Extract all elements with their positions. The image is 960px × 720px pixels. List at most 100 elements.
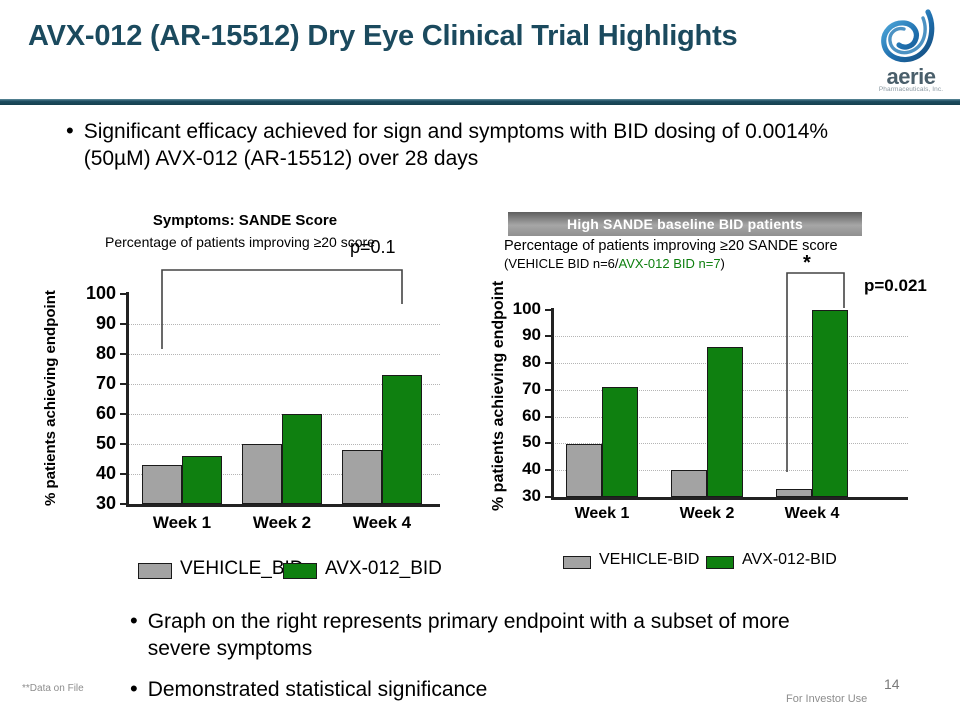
y-tick-label-100: 100: [512, 299, 541, 318]
logo-wordmark: aerie: [886, 64, 936, 89]
plot-area: 100 90 80 70 60 50 40 30 p=0.1 Week 1 We…: [20, 206, 470, 596]
bullet-text: Demonstrated statistical significance: [147, 678, 488, 701]
bullet-item-graph-note: • Graph on the right represents primary …: [130, 608, 830, 662]
x-label-week-1: Week 1: [574, 505, 630, 522]
y-tick-label-40: 40: [95, 463, 116, 483]
asterisk-significance-marker: *: [803, 252, 811, 274]
chart-symptoms-sande-score: Symptoms: SANDE Score Percentage of pati…: [20, 206, 470, 596]
bullet-item-efficacy: • Significant efficacy achieved for sign…: [66, 118, 876, 172]
legend-label-avx: AVX-012-BID: [742, 551, 837, 568]
bar-avx-week-4: [382, 375, 422, 504]
bar-avx-week-1: [602, 387, 638, 497]
bar-vehicle-week-1: [566, 444, 602, 497]
y-tick-50: [120, 443, 127, 445]
gridline-80: [128, 354, 440, 355]
bar-avx-week-1: [182, 456, 222, 504]
y-tick-90: [545, 335, 552, 337]
legend-swatch-avx: [706, 556, 734, 569]
chart-n-line: (VEHICLE BID n=6/AVX-012 BID n=7): [504, 256, 924, 271]
y-tick-80: [120, 353, 127, 355]
bar-vehicle-week-4: [776, 489, 812, 497]
y-tick-label-40: 40: [522, 459, 541, 478]
y-tick-100: [545, 309, 552, 311]
chart-subtitle: Percentage of patients improving ≥20 SAN…: [504, 238, 838, 254]
investor-use-notice: For Investor Use: [786, 693, 868, 705]
chart-subtitle: Percentage of patients improving ≥20 sco…: [105, 234, 375, 250]
header-divider: [0, 99, 960, 105]
bar-vehicle-week-2: [242, 444, 282, 504]
y-tick-90: [120, 323, 127, 325]
legend-swatch-avx: [283, 563, 317, 579]
y-tick-40: [120, 473, 127, 475]
logo-tagline: Pharmaceuticals, Inc.: [878, 86, 944, 93]
x-label-week-2: Week 2: [679, 505, 735, 522]
bullet-item-statistical-significance: • Demonstrated statistical significance: [130, 676, 830, 703]
page-title: AVX-012 (AR-15512) Dry Eye Clinical Tria…: [28, 20, 738, 52]
y-tick-label-60: 60: [522, 406, 541, 425]
y-tick-label-30: 30: [95, 493, 116, 513]
bar-avx-week-2: [282, 414, 322, 504]
y-tick-100: [120, 293, 127, 295]
y-tick-60: [120, 413, 127, 415]
bullet-text: Graph on the right represents primary en…: [147, 610, 790, 660]
x-label-week-2: Week 2: [252, 513, 312, 532]
y-tick-40: [545, 469, 552, 471]
y-tick-label-60: 60: [95, 403, 116, 423]
x-label-week-1: Week 1: [152, 513, 212, 532]
y-tick-label-100: 100: [85, 283, 116, 303]
p-value-label-left-chart: p=0.1: [350, 237, 396, 257]
y-tick-label-90: 90: [95, 313, 116, 333]
y-tick-70: [545, 389, 552, 391]
bullet-marker-icon: •: [66, 118, 74, 143]
y-tick-label-70: 70: [95, 373, 116, 393]
plot-area: 100 90 80 70 60 50 40 30 * p=0.021 Week …: [478, 206, 960, 596]
gridline-70: [128, 384, 440, 385]
page-number: 14: [884, 676, 900, 692]
x-label-week-4: Week 4: [352, 513, 412, 532]
y-axis-line: [126, 292, 129, 506]
chart-banner-title: High SANDE baseline BID patients: [508, 212, 862, 236]
y-axis-line: [551, 308, 554, 499]
legend-label-vehicle: VEHICLE_BID: [180, 558, 304, 579]
y-tick-label-80: 80: [522, 352, 541, 371]
y-tick-80: [545, 362, 552, 364]
y-tick-label-70: 70: [522, 379, 541, 398]
bar-avx-week-4: [812, 310, 848, 497]
footnote-data-on-file: **Data on File: [22, 683, 84, 694]
significance-bracket-week-4: [786, 268, 852, 473]
y-tick-30: [545, 496, 552, 498]
n-line-prefix: (VEHICLE BID n=6/: [504, 256, 619, 271]
chart-title: Symptoms: SANDE Score: [152, 212, 338, 229]
y-tick-label-80: 80: [95, 343, 116, 363]
gridline-90: [553, 336, 908, 337]
legend-label-avx: AVX-012_BID: [325, 558, 442, 579]
legend-swatch-vehicle: [138, 563, 172, 579]
bar-vehicle-week-4: [342, 450, 382, 504]
p-value-label-right-chart: p=0.021: [864, 276, 927, 295]
gridline-90: [128, 324, 440, 325]
aerie-pharmaceuticals-logo: aerie Pharmaceuticals, Inc.: [868, 8, 954, 96]
y-tick-label-90: 90: [522, 325, 541, 344]
bar-vehicle-week-2: [671, 470, 707, 497]
significance-bracket-week-4: [161, 264, 421, 350]
x-label-week-4: Week 4: [784, 505, 840, 522]
bullet-marker-icon: •: [130, 676, 138, 701]
x-axis-line: [551, 497, 908, 500]
legend-swatch-vehicle: [563, 556, 591, 569]
y-tick-label-50: 50: [95, 433, 116, 453]
chart-high-sande-baseline: High SANDE baseline BID patients Percent…: [478, 206, 960, 596]
legend-label-vehicle: VEHICLE-BID: [599, 551, 700, 568]
aerie-swirl-icon: [881, 9, 935, 63]
bar-vehicle-week-1: [142, 465, 182, 504]
x-axis-line: [126, 504, 440, 507]
n-line-suffix: ): [720, 256, 725, 271]
bullet-marker-icon: •: [130, 608, 138, 633]
bullet-text: Significant efficacy achieved for sign a…: [83, 120, 829, 170]
slide-header: AVX-012 (AR-15512) Dry Eye Clinical Tria…: [0, 0, 960, 107]
bar-avx-week-2: [707, 347, 743, 497]
y-tick-label-30: 30: [522, 486, 541, 505]
y-tick-60: [545, 416, 552, 418]
y-tick-50: [545, 442, 552, 444]
y-tick-30: [120, 503, 127, 505]
n-line-green: AVX-012 BID n=7: [618, 256, 721, 271]
